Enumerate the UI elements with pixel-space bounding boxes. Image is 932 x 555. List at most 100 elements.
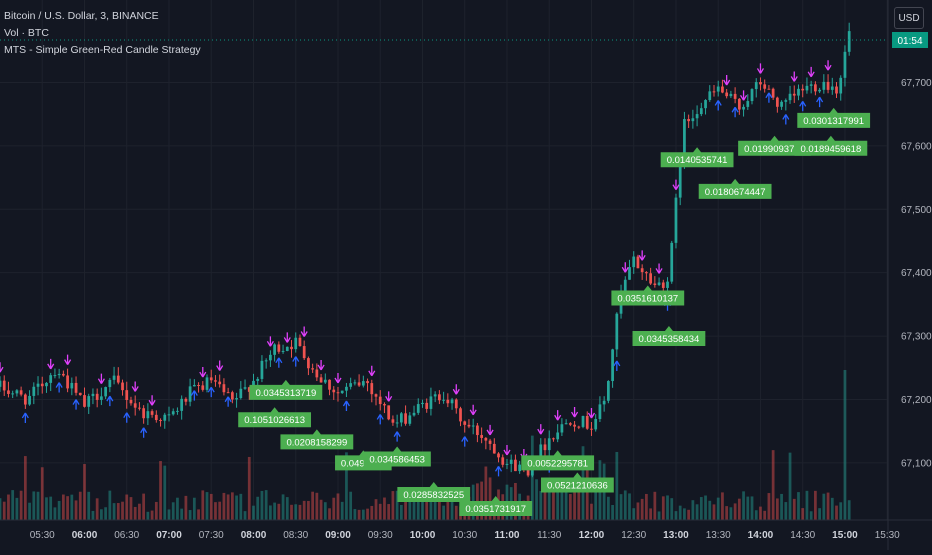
short-signal-arrow <box>790 71 798 82</box>
candle-body <box>805 85 809 91</box>
candle-body <box>797 88 800 96</box>
candle-body <box>159 420 162 422</box>
volume-bar <box>391 491 395 520</box>
volume-bar <box>543 488 547 520</box>
x-tick-label: 07:30 <box>199 530 224 541</box>
candle-body <box>463 421 467 425</box>
short-signal-arrow <box>97 373 105 384</box>
volume-bar <box>792 498 796 520</box>
volume-bar <box>628 493 631 520</box>
volume-bar <box>121 501 124 520</box>
candle-body <box>695 114 699 119</box>
volume-bar <box>818 508 821 520</box>
volume-bar <box>256 496 260 520</box>
trade-label-text: 0.1051026613 <box>244 415 305 426</box>
volume-bar <box>112 503 116 520</box>
volume-bar <box>205 492 209 520</box>
volume-bar <box>209 493 213 520</box>
candle-body <box>450 399 454 404</box>
candle-body <box>429 396 433 409</box>
candle-body <box>353 382 357 384</box>
strategy-title[interactable]: MTS - Simple Green-Red Candle Strategy <box>4 44 201 56</box>
candle-body <box>336 392 340 394</box>
candle-body <box>847 31 851 52</box>
volume-bar <box>269 505 272 520</box>
candle-body <box>197 384 200 386</box>
trade-label-box <box>797 107 871 128</box>
volume-bar <box>100 509 103 520</box>
volume-bar <box>535 479 538 520</box>
x-tick-label: 11:00 <box>494 530 519 541</box>
candle-body <box>454 399 458 409</box>
candle-body <box>387 405 391 420</box>
candle-body <box>835 86 838 94</box>
candle-body <box>235 398 238 400</box>
candle-body <box>590 428 593 430</box>
x-tick-label: 12:30 <box>621 530 646 541</box>
candle-body <box>11 393 15 395</box>
candle-body <box>547 438 551 451</box>
volume-bar <box>74 500 78 520</box>
candle-body <box>171 411 175 415</box>
short-signal-arrow <box>300 326 308 337</box>
candle-body <box>657 282 661 285</box>
volume-bar <box>150 510 154 520</box>
volume-bar <box>683 508 686 520</box>
candle-body <box>290 346 293 350</box>
volume-bar <box>623 490 627 520</box>
candle-body <box>830 86 834 90</box>
volume-bar <box>568 494 572 520</box>
volume-bar <box>661 496 665 520</box>
volume-bar <box>716 497 720 520</box>
volume-bar <box>454 505 458 520</box>
candle-body <box>488 440 492 444</box>
candle-body <box>391 419 395 423</box>
candle-body <box>471 425 475 427</box>
short-signal-arrow <box>266 336 274 347</box>
y-tick-label: 67,700.00 <box>901 78 932 89</box>
long-signal-arrow <box>393 431 401 442</box>
y-tick-label: 67,400.00 <box>901 268 932 279</box>
symbol-title[interactable]: Bitcoin / U.S. Dollar, 3, BINANCE <box>4 10 159 22</box>
candle-body <box>818 89 821 92</box>
volume-bar <box>759 506 762 520</box>
volume-bar <box>57 500 61 520</box>
candle-body <box>230 392 234 400</box>
volume-bar <box>302 500 306 520</box>
volume-indicator-title[interactable]: Vol · BTC <box>4 27 49 39</box>
short-signal-arrow <box>672 179 680 191</box>
volume-bar <box>19 490 23 520</box>
candle-body <box>167 414 171 416</box>
volume-bar <box>361 509 365 520</box>
y-tick-label: 67,500.00 <box>901 205 932 216</box>
volume-bar <box>737 498 741 520</box>
trade-label-text: 0.0052295781 <box>527 458 588 469</box>
signal-markers <box>0 60 832 477</box>
volume-bar <box>746 496 750 520</box>
volume-bar <box>488 477 492 520</box>
candle-body <box>209 377 213 381</box>
short-signal-arrow <box>587 408 596 419</box>
volume-bar <box>539 491 543 520</box>
volume-bar <box>809 511 813 520</box>
volume-bar <box>340 501 344 520</box>
volume-bar <box>78 491 82 520</box>
volume-bar <box>307 500 310 520</box>
short-signal-arrow <box>486 424 494 436</box>
candle-body <box>581 415 585 427</box>
x-tick-label: 15:30 <box>875 530 900 541</box>
candle-body <box>218 381 222 385</box>
volume-bar <box>797 492 800 520</box>
volume-bar <box>725 506 729 520</box>
trade-label-text: 0.0496606 <box>341 458 386 469</box>
volume-bar <box>323 502 327 520</box>
trade-label-box <box>397 482 471 503</box>
short-signal-arrow <box>723 74 731 86</box>
candle-body <box>108 379 112 388</box>
candle-body <box>150 411 154 415</box>
long-signal-arrow <box>342 400 350 412</box>
volume-bar <box>104 507 107 520</box>
currency-button[interactable]: USD <box>894 7 924 29</box>
